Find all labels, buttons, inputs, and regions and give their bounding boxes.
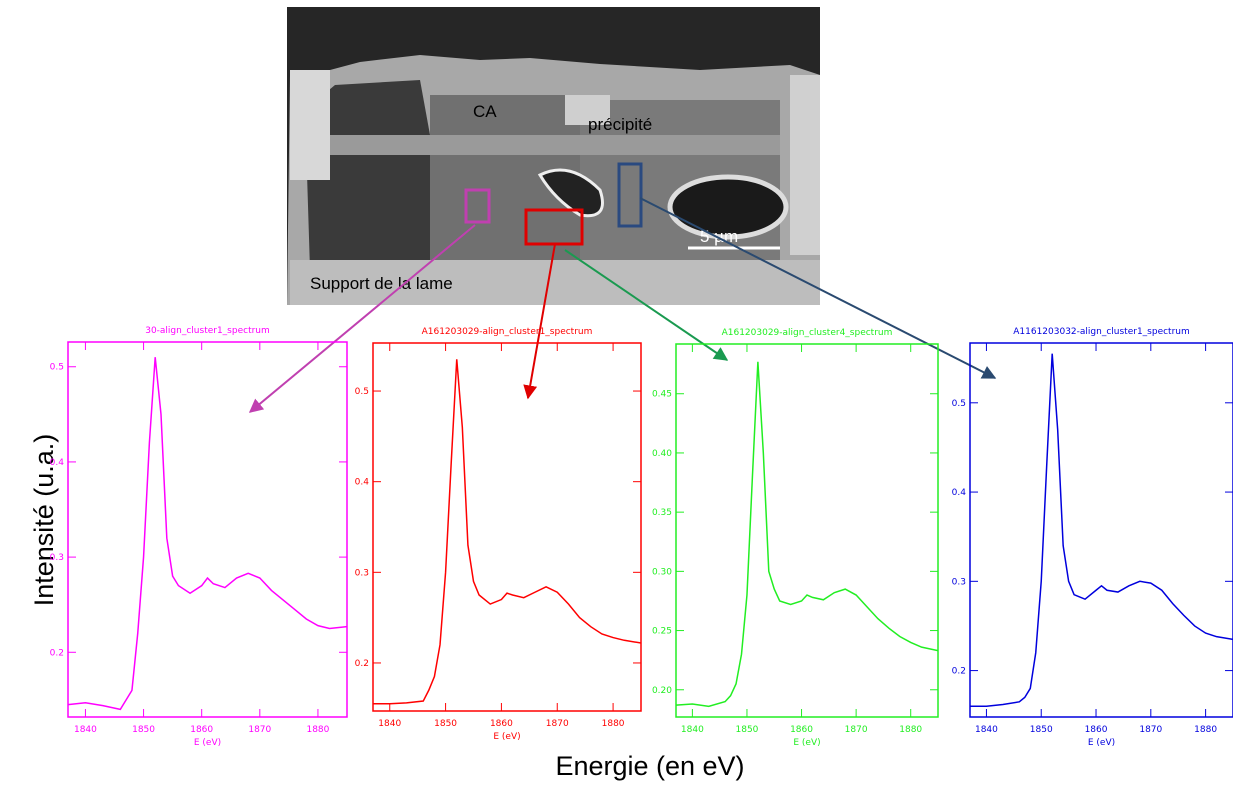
- spectrum-line: [373, 359, 641, 705]
- scale-bar-label: 5 µm: [700, 227, 738, 246]
- spectrum-line: [676, 361, 938, 708]
- y-tick-label: 0.2: [50, 648, 64, 658]
- y-tick-label: 0.3: [355, 568, 369, 578]
- x-tick-label: 1880: [1194, 725, 1217, 735]
- image-label: CA: [473, 102, 497, 121]
- x-tick-label: 1850: [434, 719, 457, 729]
- x-tick-label: 1840: [975, 725, 998, 735]
- y-tick-label: 0.3: [952, 577, 966, 587]
- x-tick-label: 1860: [790, 725, 813, 735]
- chart-title: 30-align_cluster1_spectrum: [145, 326, 270, 336]
- y-tick-label: 0.4: [355, 478, 370, 488]
- image-label: précipité: [588, 115, 652, 134]
- plot-frame: [67, 341, 348, 718]
- y-tick-label: 0.30: [652, 567, 672, 577]
- x-tick-label: 1840: [378, 719, 401, 729]
- y-tick-label: 0.45: [652, 390, 672, 400]
- x-tick-label: 1850: [1030, 725, 1053, 735]
- x-axis-label: E (eV): [793, 738, 820, 748]
- x-tick-label: 1840: [681, 725, 704, 735]
- x-axis-label: E (eV): [1088, 738, 1115, 748]
- x-tick-label: 1850: [736, 725, 759, 735]
- x-tick-label: 1870: [546, 719, 569, 729]
- y-axis-label: Intensité (u.a.): [29, 434, 59, 607]
- x-tick-label: 1880: [602, 719, 625, 729]
- y-tick-label: 0.3: [50, 553, 64, 563]
- chart: A161203029-align_cluster1_spectrum E (eV)…: [355, 327, 642, 742]
- y-tick-label: 0.2: [355, 659, 369, 669]
- y-tick-label: 0.20: [652, 686, 672, 696]
- chart-title: A1161203032-align_cluster1_spectrum: [1013, 327, 1190, 337]
- y-tick-label: 0.5: [355, 387, 369, 397]
- x-tick-label: 1870: [845, 725, 868, 735]
- x-axis-label: E (eV): [493, 732, 520, 742]
- chart-title: A161203029-align_cluster4_spectrum: [722, 328, 893, 338]
- image-label: Support de la lame: [310, 274, 453, 293]
- y-tick-label: 0.35: [652, 508, 672, 518]
- x-tick-label: 1860: [190, 725, 213, 735]
- x-tick-label: 1870: [248, 725, 271, 735]
- plot-frame: [372, 342, 642, 712]
- chart-title: A161203029-align_cluster1_spectrum: [422, 327, 593, 337]
- chart: A1161203032-align_cluster1_spectrum E (eV…: [952, 327, 1233, 748]
- x-tick-label: 1860: [1085, 725, 1108, 735]
- plot-frame: [675, 343, 939, 718]
- y-tick-label: 0.5: [50, 363, 64, 373]
- arrows: [248, 197, 997, 413]
- y-tick-label: 0.4: [50, 458, 65, 468]
- y-tick-label: 0.5: [952, 399, 966, 409]
- spectrum-line: [68, 357, 347, 711]
- x-axis-label: E (eV): [194, 738, 221, 748]
- y-tick-label: 0.2: [952, 667, 966, 677]
- y-tick-label: 0.25: [652, 627, 672, 637]
- x-tick-label: 1880: [899, 725, 922, 735]
- x-tick-label: 1850: [132, 725, 155, 735]
- chart: A161203029-align_cluster4_spectrum E (eV)…: [652, 328, 939, 748]
- y-tick-label: 0.4: [952, 488, 967, 498]
- x-tick-label: 1860: [490, 719, 513, 729]
- x-tick-label: 1840: [74, 725, 97, 735]
- plot-frame: [969, 342, 1233, 718]
- chart: 30-align_cluster1_spectrum E (eV) 1840 1850…: [50, 326, 348, 748]
- x-axis-label: Energie (en eV): [555, 751, 744, 781]
- sem-image: CA précipité Support de la lame 5 µm: [287, 7, 820, 305]
- x-tick-label: 1880: [306, 725, 329, 735]
- y-tick-label: 0.40: [652, 449, 672, 459]
- x-tick-label: 1870: [1139, 725, 1162, 735]
- spectrum-line: [970, 353, 1233, 708]
